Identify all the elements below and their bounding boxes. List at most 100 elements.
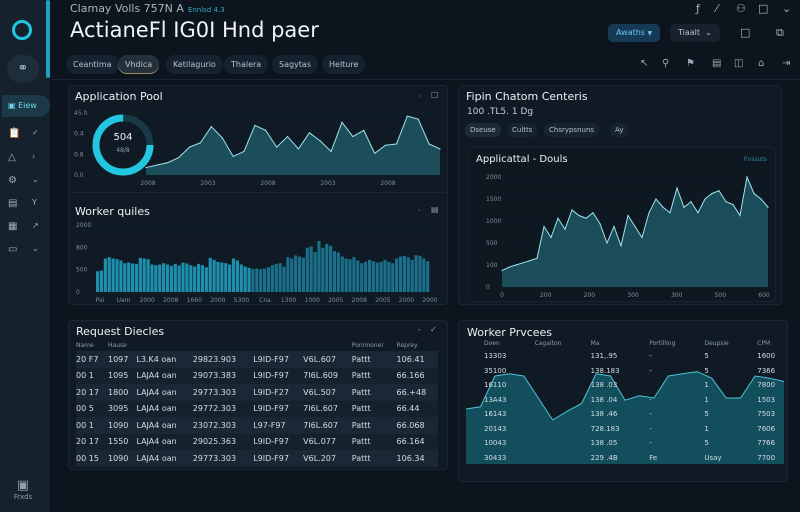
- sidebar-item-gear[interactable]: ⚙ ⌄: [8, 175, 48, 191]
- y-tick-label: 800: [76, 244, 88, 251]
- sidebar-scrollbar[interactable]: [46, 0, 50, 78]
- chevron-down-icon[interactable]: ⌄: [782, 2, 792, 15]
- minimize-icon[interactable]: -: [418, 325, 421, 334]
- check-icon[interactable]: ✓: [430, 325, 437, 334]
- sidebar-bottom-item[interactable]: ▣ Frxds: [8, 478, 38, 501]
- table-cell: [517, 349, 573, 364]
- column-header[interactable]: Doen: [484, 340, 500, 347]
- column-header[interactable]: Ponimoner: [351, 342, 384, 349]
- table-row[interactable]: 00 5 3095 LAJA4 oan 29772.303 L9ID-F97 7I6L.6…: [76, 400, 438, 417]
- column-header[interactable]: Deupsie: [704, 340, 729, 347]
- table-cell: 138 .04: [590, 395, 618, 404]
- table-row[interactable]: 13A43 138 .04 - 1 1503: [466, 393, 784, 408]
- table-cell: LAJA4 oan: [136, 371, 177, 381]
- table-row[interactable]: 20 17 1800 LAJA4 oan 29773.303 L9ID-F27 V6L.5…: [76, 384, 438, 401]
- table-row[interactable]: 10043 138 .05 - 5 7766: [466, 436, 784, 451]
- column-header[interactable]: Ma: [590, 340, 600, 347]
- tab-5[interactable]: Helture: [322, 55, 366, 74]
- sidebar-item-view[interactable]: ▣ Eiew: [2, 95, 50, 117]
- chart-legend[interactable]: Fnssuts: [744, 156, 767, 163]
- document-icon[interactable]: □: [758, 2, 769, 15]
- more-icon[interactable]: ·: [418, 206, 421, 215]
- pen-icon[interactable]: ⁄: [716, 2, 718, 15]
- home-icon[interactable]: ⌂: [758, 58, 765, 69]
- bar: [356, 260, 360, 292]
- sidebar-item-clipboard[interactable]: 📋 ✓: [8, 128, 48, 144]
- y-tick-label: 0: [76, 289, 80, 296]
- table-cell: LAJA4 oan: [136, 437, 177, 447]
- column-header[interactable]: [136, 340, 192, 351]
- bolt-icon[interactable]: ƒ: [696, 2, 700, 15]
- column-header[interactable]: [193, 340, 253, 351]
- tab-1[interactable]: Vhdica: [118, 55, 160, 74]
- arrow-right-icon[interactable]: ⇥: [782, 58, 791, 69]
- primary-dropdown-button[interactable]: Awaths ▼: [608, 24, 661, 42]
- header-subtitle: Clamay Volls 757N A Ennlsd 4.3: [70, 2, 225, 15]
- table-cell: Pattt: [351, 420, 371, 430]
- table-cell: 13303: [484, 352, 507, 361]
- table-cell: 29772.303: [192, 404, 237, 414]
- column-header[interactable]: Portilling: [649, 340, 676, 347]
- export-icon[interactable]: ⧉: [776, 26, 784, 39]
- users-icon[interactable]: ⚇: [736, 2, 746, 15]
- bar: [235, 260, 239, 292]
- table-row[interactable]: 00 1 1095 LAJA4 oan 29073.383 L9ID-F97 7I6L.6…: [76, 367, 438, 384]
- data-point: [428, 143, 430, 145]
- table-cell: Pattt: [351, 387, 371, 397]
- data-point: [746, 176, 748, 178]
- calendar-icon[interactable]: □: [740, 26, 751, 39]
- tab-0[interactable]: Ceantima: [66, 55, 119, 74]
- sidebar-item-trash[interactable]: ▤ Y: [8, 198, 48, 214]
- flask-icon: △: [8, 152, 16, 163]
- sidebar-item-image[interactable]: ▦ ↗: [8, 221, 48, 237]
- table-row[interactable]: 16110 138 .03 1 7800: [466, 378, 784, 393]
- column-header[interactable]: [253, 340, 303, 351]
- table-row[interactable]: 00 1 1090 LAJA4 oan 23072.303 L97-F97 7I6L.60…: [76, 417, 438, 434]
- table-row[interactable]: 20 17 1550 LAJA4 oan 29025.363 L9ID-F97 V6L.0…: [76, 433, 438, 450]
- tab-2[interactable]: Ketilagurio: [166, 55, 223, 74]
- chip-0[interactable]: Dseuse: [465, 123, 501, 137]
- table-row[interactable]: 16143 138 .46 - 5 7503: [466, 407, 784, 422]
- flag-icon[interactable]: ⚑: [686, 58, 695, 69]
- table-cell: 1: [704, 424, 709, 433]
- layers-icon[interactable]: ◫: [734, 58, 744, 69]
- more-icon[interactable]: ·: [418, 92, 421, 101]
- link-icon[interactable]: ⚭: [7, 55, 39, 83]
- tab-4[interactable]: Sagytas: [272, 55, 318, 74]
- column-header[interactable]: [303, 340, 352, 351]
- list-icon[interactable]: ▤: [431, 205, 439, 214]
- column-header[interactable]: Hause: [108, 342, 127, 349]
- table-row[interactable]: 35100 138.183 - 5 7366: [466, 364, 784, 379]
- table-row[interactable]: 30433 229 .4B Fe Usay 7700: [466, 451, 784, 466]
- clipboard-icon[interactable]: ▤: [712, 58, 722, 69]
- tab-3[interactable]: Thalera: [224, 55, 269, 74]
- table-cell: 5: [704, 366, 709, 375]
- data-point: [243, 150, 245, 153]
- column-header[interactable]: CPM: [757, 340, 771, 347]
- table-cell: 131,.95: [590, 352, 618, 361]
- table-row[interactable]: 00 15 1090 LAJA4 oan 29773.303 L9ID-F97 V6L.2…: [76, 450, 438, 467]
- search-icon[interactable]: ⚲: [662, 58, 670, 69]
- table-row[interactable]: 20143 728.183 - 1 7606: [466, 422, 784, 437]
- chip-3[interactable]: Ay: [610, 123, 629, 137]
- expand-icon[interactable]: □: [431, 90, 439, 99]
- column-header[interactable]: Name: [76, 342, 94, 349]
- table-cell: V6L.207: [303, 453, 336, 463]
- sidebar-item-flask[interactable]: △ ›: [8, 152, 48, 168]
- x-tick-label: 200: [540, 292, 552, 299]
- table-cell: 1095: [108, 371, 129, 381]
- column-header[interactable]: Cagaiton: [534, 340, 562, 347]
- table-row[interactable]: 20 F7 1097 L3.K4 oan 29823.903 L9ID-F97 V6L.6…: [76, 351, 438, 368]
- data-point: [669, 212, 671, 214]
- table-row[interactable]: 13303 131,.95 - 5 1600: [466, 349, 784, 364]
- data-point: [648, 212, 650, 214]
- data-point: [178, 157, 180, 159]
- sidebar-item-folder[interactable]: ▭ ⌄: [8, 244, 48, 260]
- data-point: [221, 137, 223, 139]
- chip-2[interactable]: Chsrypsnuns: [544, 123, 600, 137]
- chip-1[interactable]: Cultts: [507, 123, 538, 137]
- pointer-icon[interactable]: ↖: [640, 58, 649, 69]
- secondary-dropdown-button[interactable]: Tiaalt ⌄: [670, 24, 720, 42]
- table-cell: V6L.077: [303, 437, 336, 447]
- column-header[interactable]: Reprey: [396, 342, 418, 349]
